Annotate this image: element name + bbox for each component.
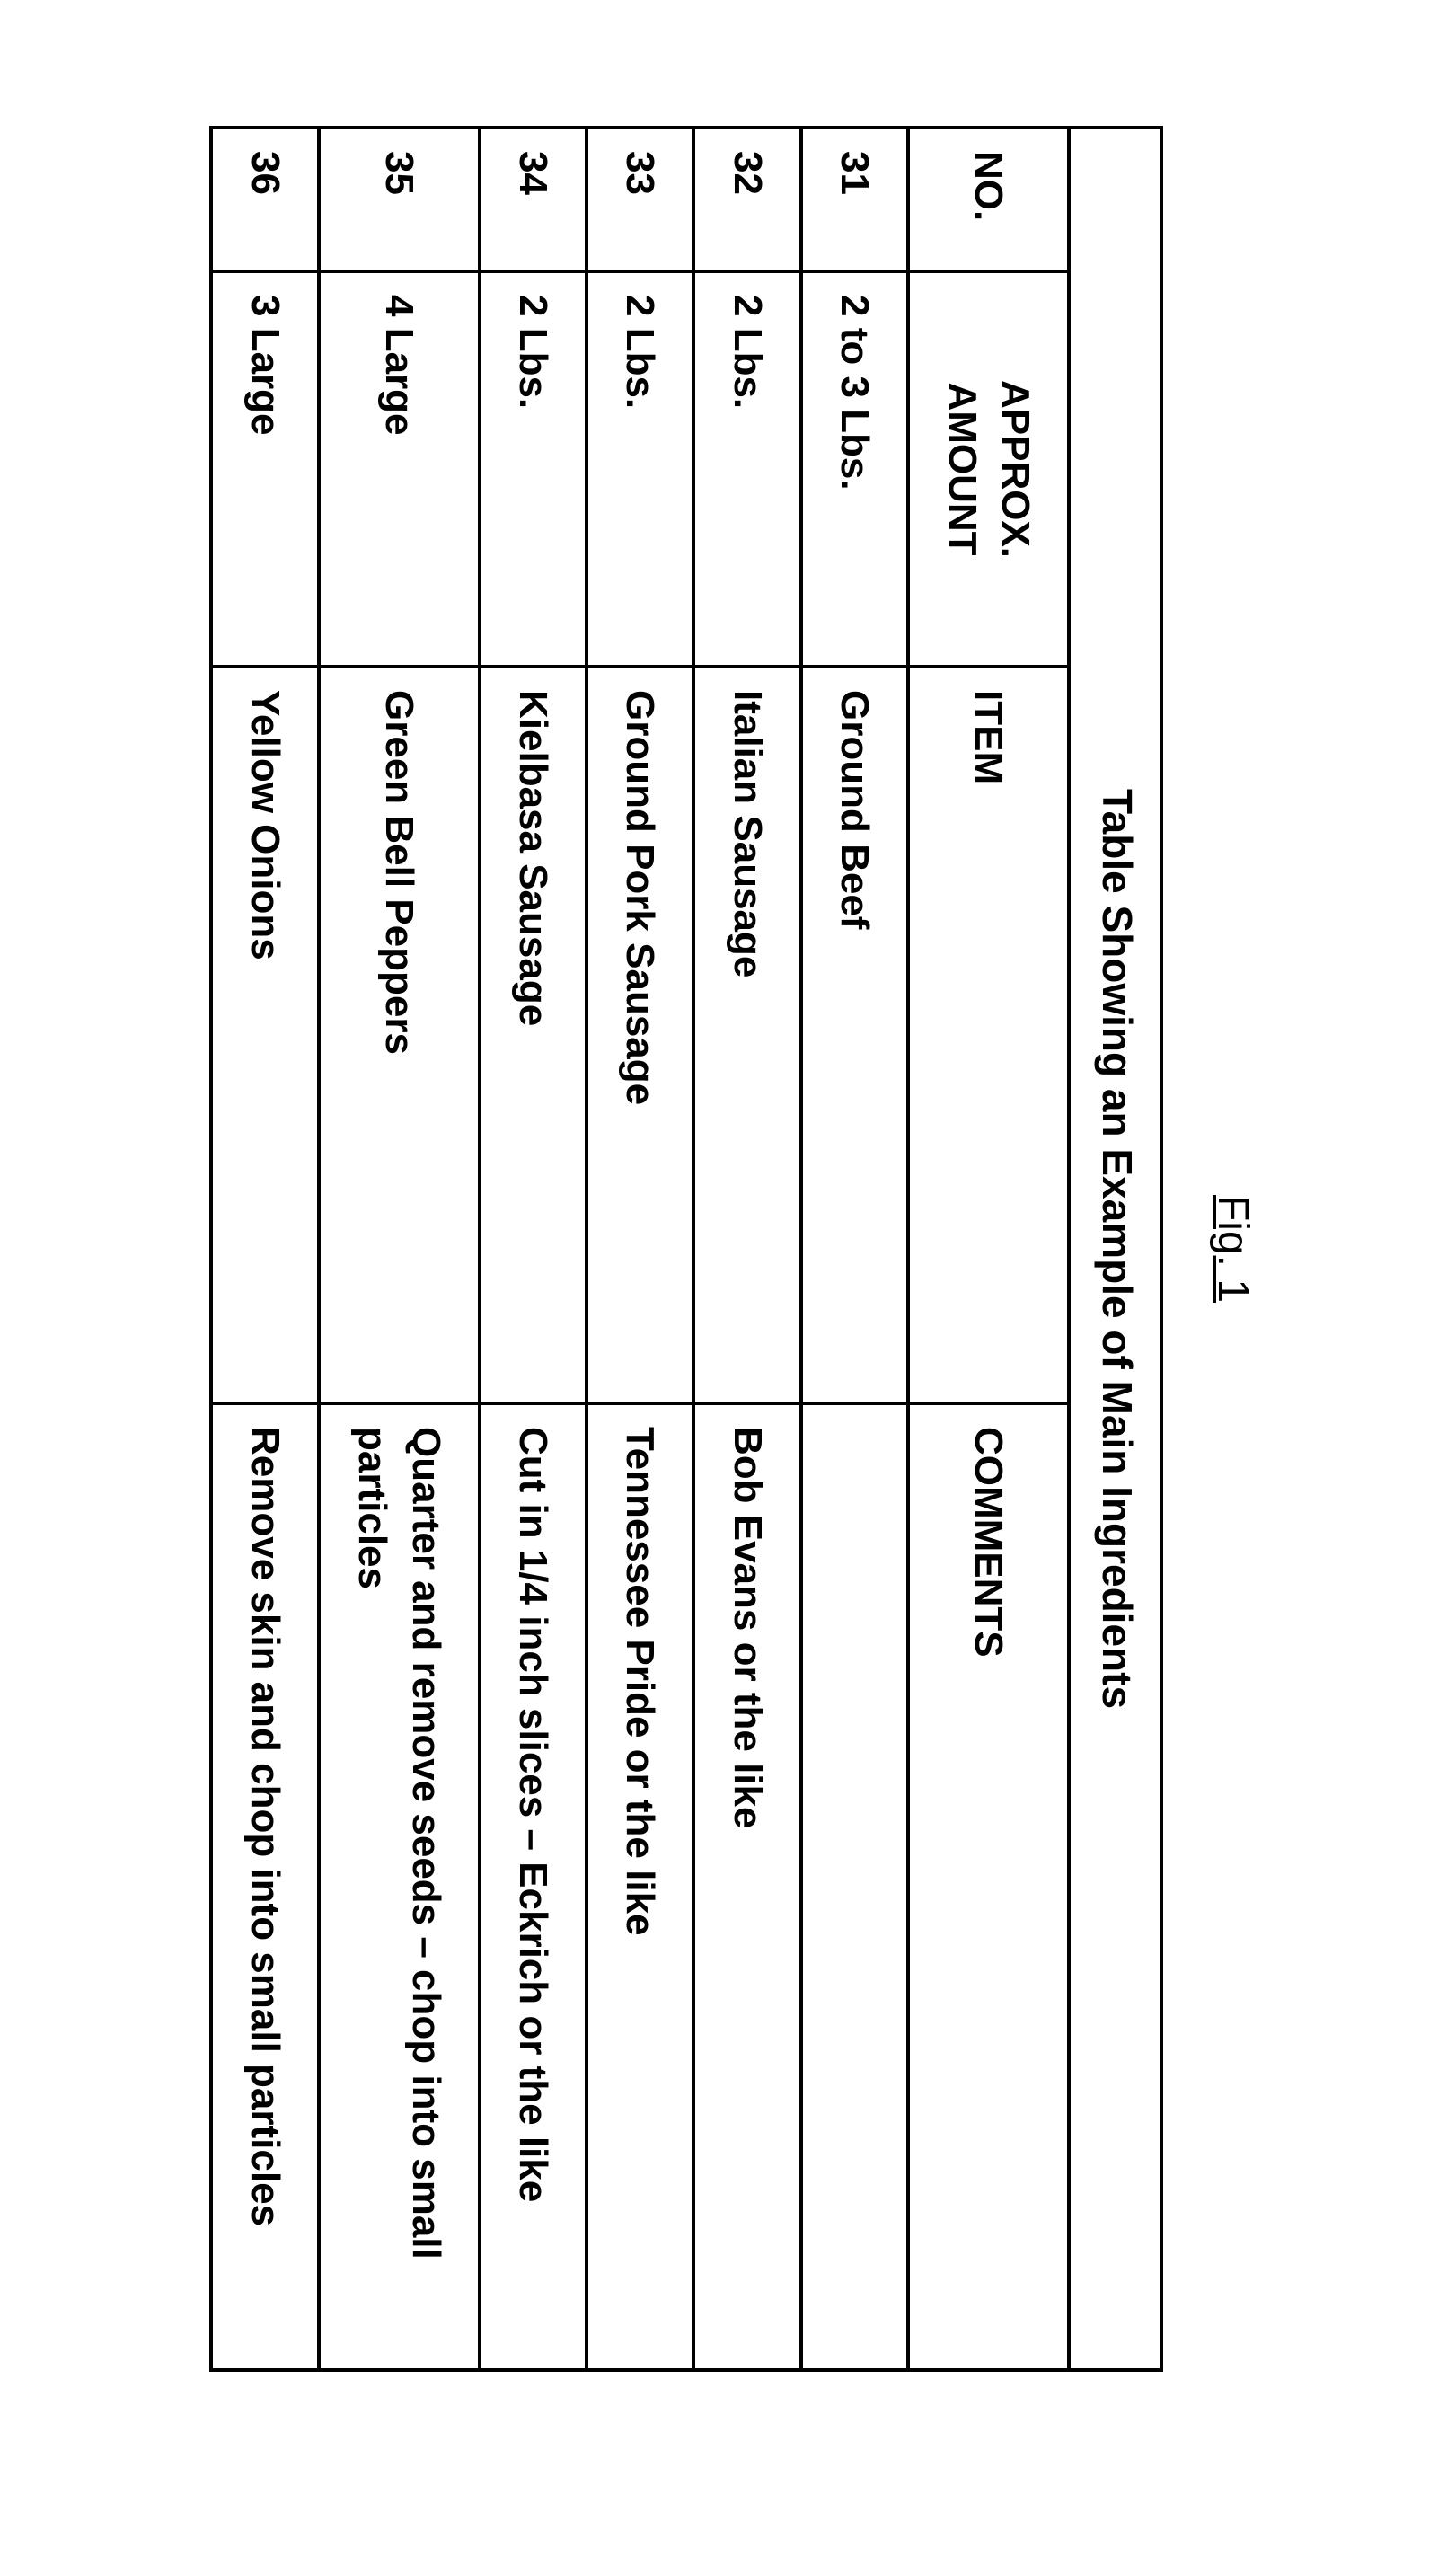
col-header-no: NO. bbox=[908, 128, 1069, 271]
cell-item: Italian Sausage bbox=[693, 667, 800, 1403]
cell-amount: 4 Large bbox=[319, 271, 480, 667]
table-row: 34 2 Lbs. Kielbasa Sausage Cut in 1/4 in… bbox=[480, 128, 587, 2370]
table-caption: Table Showing an Example of Main Ingredi… bbox=[1071, 126, 1163, 2372]
cell-no: 32 bbox=[693, 128, 800, 271]
col-header-amount: APPROX. AMOUNT bbox=[908, 271, 1069, 667]
cell-comments: Cut in 1/4 inch slices – Eckrich or the … bbox=[480, 1403, 587, 2370]
cell-no: 33 bbox=[587, 128, 693, 271]
cell-item: Ground Beef bbox=[801, 667, 908, 1403]
col-header-comments: COMMENTS bbox=[908, 1403, 1069, 2370]
page: Fig. 1 Table Showing an Example of Main … bbox=[209, 36, 1257, 2462]
cell-amount: 2 Lbs. bbox=[693, 271, 800, 667]
cell-item: Ground Pork Sausage bbox=[587, 667, 693, 1403]
cell-item: Kielbasa Sausage bbox=[480, 667, 587, 1403]
table-row: 31 2 to 3 Lbs. Ground Beef bbox=[801, 128, 908, 2370]
table-header-row: NO. APPROX. AMOUNT ITEM COMMENTS bbox=[908, 128, 1069, 2370]
cell-comments: Tennessee Pride or the like bbox=[587, 1403, 693, 2370]
table-row: 36 3 Large Yellow Onions Remove skin and… bbox=[211, 128, 318, 2370]
cell-item: Yellow Onions bbox=[211, 667, 318, 1403]
cell-amount: 3 Large bbox=[211, 271, 318, 667]
table-row: 33 2 Lbs. Ground Pork Sausage Tennessee … bbox=[587, 128, 693, 2370]
cell-no: 35 bbox=[319, 128, 480, 271]
cell-comments: Quarter and remove seeds – chop into sma… bbox=[319, 1403, 480, 2370]
ingredients-table: Table Showing an Example of Main Ingredi… bbox=[209, 126, 1163, 2372]
cell-no: 34 bbox=[480, 128, 587, 271]
table-row: 35 4 Large Green Bell Peppers Quarter an… bbox=[319, 128, 480, 2370]
cell-comments: Bob Evans or the like bbox=[693, 1403, 800, 2370]
cell-comments: Remove skin and chop into small particle… bbox=[211, 1403, 318, 2370]
cell-no: 31 bbox=[801, 128, 908, 271]
table-row: 32 2 Lbs. Italian Sausage Bob Evans or t… bbox=[693, 128, 800, 2370]
cell-amount: 2 Lbs. bbox=[480, 271, 587, 667]
cell-no: 36 bbox=[211, 128, 318, 271]
cell-item: Green Bell Peppers bbox=[319, 667, 480, 1403]
cell-amount: 2 Lbs. bbox=[587, 271, 693, 667]
cell-comments bbox=[801, 1403, 908, 2370]
figure-label: Fig. 1 bbox=[1208, 36, 1257, 2462]
cell-amount: 2 to 3 Lbs. bbox=[801, 271, 908, 667]
col-header-item: ITEM bbox=[908, 667, 1069, 1403]
